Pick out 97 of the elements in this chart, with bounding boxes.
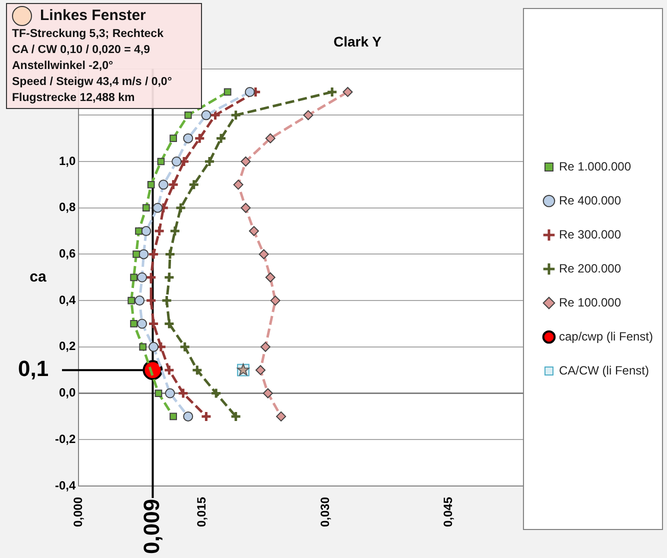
x-tick-label: 0,045 bbox=[441, 496, 456, 527]
legend-label: Re 400.000 bbox=[558, 193, 622, 208]
point bbox=[265, 133, 276, 144]
annotation: Anstellwinkel -2,0° bbox=[12, 59, 114, 74]
point bbox=[154, 390, 162, 397]
point bbox=[177, 388, 189, 400]
point bbox=[165, 388, 176, 398]
legend-label: Re 300.000 bbox=[558, 227, 622, 242]
point bbox=[138, 249, 149, 260]
point bbox=[137, 272, 148, 282]
point bbox=[163, 318, 175, 330]
point bbox=[163, 364, 175, 376]
text: TF-Streckung 5,3; Rechteck bbox=[12, 27, 164, 42]
point bbox=[137, 318, 148, 329]
point bbox=[142, 204, 150, 212]
point bbox=[230, 109, 242, 121]
y-tick-label: 0,4 bbox=[58, 292, 76, 307]
point bbox=[145, 272, 157, 284]
point bbox=[248, 226, 259, 236]
point bbox=[210, 388, 222, 400]
y-tick-label: 0,0 bbox=[58, 386, 76, 400]
point bbox=[130, 274, 138, 282]
legend-label: Re 200.000 bbox=[558, 261, 622, 276]
point bbox=[204, 156, 216, 168]
point bbox=[326, 86, 338, 98]
point bbox=[201, 110, 212, 120]
point bbox=[258, 249, 269, 260]
point bbox=[141, 226, 152, 236]
point bbox=[188, 178, 200, 190]
point bbox=[148, 248, 160, 260]
point bbox=[270, 296, 280, 306]
point bbox=[260, 342, 270, 352]
point bbox=[276, 411, 286, 422]
y-tick-label: 0,2 bbox=[58, 339, 76, 354]
legend-label: CA/CW (li Fenst) bbox=[558, 363, 649, 378]
y-tick-label: -0,4 bbox=[54, 478, 76, 492]
y-axis-title: ca bbox=[30, 268, 47, 286]
legend-label: Re 100.000 bbox=[558, 295, 622, 310]
point bbox=[169, 225, 181, 237]
point bbox=[139, 343, 147, 351]
point bbox=[303, 110, 314, 120]
y-tick-label: 0,8 bbox=[58, 200, 76, 214]
text: CA / CW 0,10 / 0,020 = 4,9 bbox=[12, 43, 151, 58]
point bbox=[163, 272, 175, 284]
point bbox=[168, 178, 180, 190]
annotation: Flugstrecke 12,488 km bbox=[12, 91, 136, 106]
point bbox=[174, 202, 186, 214]
point bbox=[128, 296, 136, 304]
annotation: Speed / Steigw 43,4 m/s / 0,0° bbox=[12, 75, 173, 90]
ref-line-label: 0,009 bbox=[138, 498, 164, 554]
point bbox=[240, 156, 251, 167]
point bbox=[148, 318, 160, 330]
point bbox=[210, 109, 222, 121]
ref-line-label: 0,1 bbox=[18, 356, 49, 382]
point bbox=[262, 388, 273, 398]
point bbox=[147, 181, 155, 188]
point bbox=[134, 296, 145, 306]
point bbox=[158, 180, 168, 190]
point bbox=[130, 320, 138, 328]
point bbox=[164, 248, 176, 260]
point bbox=[160, 294, 172, 306]
legend-label: Re 1.000.000 bbox=[558, 159, 632, 174]
point bbox=[157, 158, 165, 166]
chart-title: Clark Y bbox=[334, 33, 382, 50]
point bbox=[154, 225, 166, 237]
point bbox=[183, 411, 194, 422]
point bbox=[342, 86, 353, 97]
x-tick-label: 0,000 bbox=[70, 496, 85, 527]
point bbox=[179, 341, 191, 353]
point bbox=[200, 410, 212, 422]
point bbox=[172, 156, 182, 167]
y-tick-label: 1,0 bbox=[58, 154, 76, 168]
x-tick-label: 0,015 bbox=[194, 496, 208, 527]
point bbox=[244, 86, 255, 97]
point bbox=[148, 342, 159, 352]
point bbox=[184, 111, 192, 119]
y-tick-label: -0,2 bbox=[54, 432, 76, 446]
point bbox=[170, 134, 177, 142]
point bbox=[152, 202, 163, 213]
point bbox=[194, 132, 206, 144]
y-tick-label: 0,6 bbox=[58, 246, 76, 261]
point bbox=[256, 365, 266, 376]
legend-label: cap/cwp (li Fenst) bbox=[558, 329, 654, 344]
point bbox=[132, 250, 140, 258]
point bbox=[170, 412, 177, 420]
text: Linkes Fenster bbox=[40, 7, 146, 24]
point bbox=[191, 364, 203, 376]
x-tick-label: 0,030 bbox=[318, 496, 332, 527]
point bbox=[145, 294, 157, 306]
point bbox=[215, 132, 227, 144]
point bbox=[240, 202, 251, 213]
point bbox=[135, 227, 142, 235]
point bbox=[183, 133, 194, 144]
point bbox=[224, 88, 232, 96]
point bbox=[265, 272, 276, 282]
point bbox=[233, 180, 244, 190]
point bbox=[230, 410, 242, 422]
